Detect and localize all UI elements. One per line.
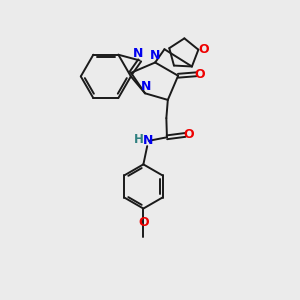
Text: N: N [133,47,143,61]
Text: O: O [195,68,205,81]
Text: O: O [138,216,149,229]
Text: N: N [141,80,152,93]
Text: O: O [184,128,194,141]
Text: N: N [149,49,160,62]
Text: O: O [198,43,209,56]
Text: H: H [134,133,144,146]
Text: N: N [143,134,153,147]
